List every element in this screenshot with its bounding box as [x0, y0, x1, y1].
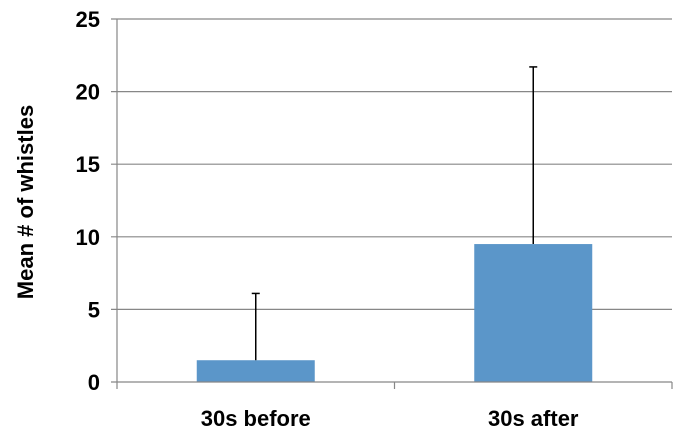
labels: 0 5 10 15 20 25 30s before 30s after — [76, 7, 579, 431]
y-tick-label: 0 — [88, 370, 100, 395]
bar — [196, 360, 315, 382]
error-bars — [251, 66, 538, 361]
axes — [111, 19, 673, 389]
y-tick-label: 15 — [76, 152, 100, 177]
y-tick-label: 20 — [76, 80, 100, 105]
y-tick-label: 10 — [76, 225, 100, 250]
bars — [196, 244, 593, 382]
x-category-label: 30s before — [201, 406, 311, 431]
y-tick-label: 5 — [88, 297, 100, 322]
x-category-label: 30s after — [488, 406, 579, 431]
y-axis-title: Mean # of whistles — [13, 105, 38, 299]
y-tick-label: 25 — [76, 7, 100, 32]
bar — [474, 244, 593, 382]
